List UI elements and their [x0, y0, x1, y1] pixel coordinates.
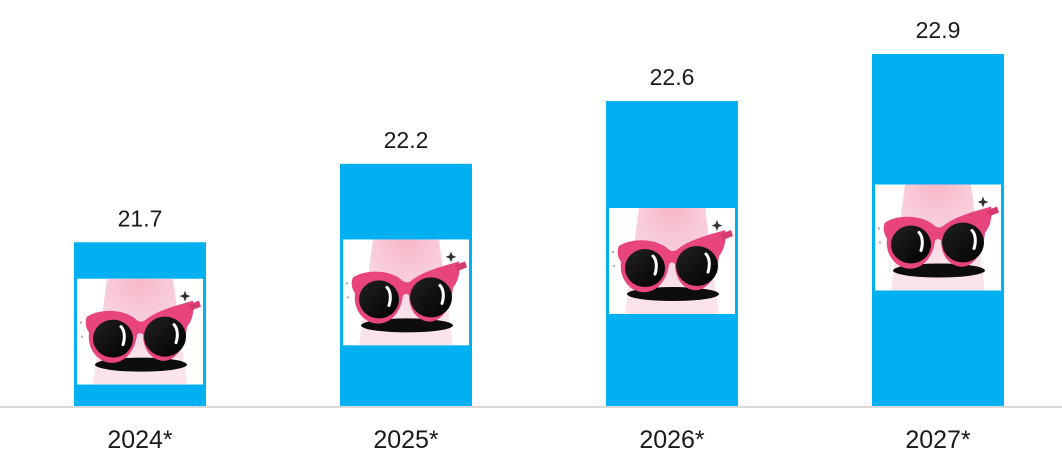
- value-label-1: 22.2: [384, 127, 429, 153]
- value-label-2: 22.6: [650, 64, 695, 90]
- pink-cat-eye-sunglasses-icon: [875, 184, 1001, 291]
- pink-cat-eye-sunglasses-icon: [609, 208, 735, 315]
- labels-layer: 21.7 2024* 22.2 2025* 22.6 2026* 22.9 2027*: [107, 17, 971, 454]
- pink-cat-eye-sunglasses-icon: [343, 239, 469, 346]
- bars-layer: [74, 54, 1004, 408]
- x-tick-label-1: 2025*: [373, 426, 439, 454]
- value-label-0: 21.7: [118, 205, 163, 231]
- value-label-3: 22.9: [916, 17, 961, 43]
- x-tick-label-3: 2027*: [905, 426, 971, 454]
- x-tick-label-2: 2026*: [639, 426, 705, 454]
- pink-cat-eye-sunglasses-icon: [77, 278, 203, 385]
- x-tick-label-0: 2024*: [107, 426, 173, 454]
